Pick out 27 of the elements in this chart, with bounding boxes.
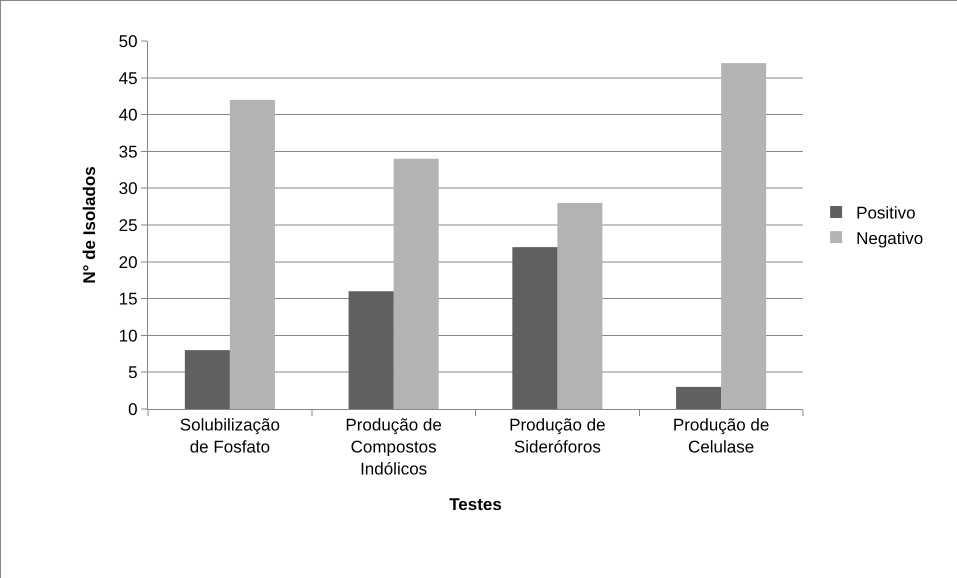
x-axis-title: Testes <box>449 495 502 514</box>
y-tick-label: 20 <box>118 252 138 272</box>
x-tick-label: Solubilização de Fosfato <box>180 415 280 456</box>
y-tick-label: 25 <box>118 216 138 235</box>
y-tick-label: 5 <box>128 363 138 382</box>
bar <box>557 202 602 409</box>
bar <box>676 386 722 409</box>
y-tick-label: 40 <box>118 106 138 125</box>
bar <box>348 291 394 409</box>
y-tick-label: 35 <box>118 142 138 162</box>
x-tick-label: Produção de Sideróforos <box>509 415 606 456</box>
bar <box>184 350 230 409</box>
x-tick-label: Produção de Celulase <box>672 415 770 456</box>
legend-label: Negativo <box>856 228 924 248</box>
bar <box>512 247 558 409</box>
x-tick-label: Produção de Compostos Indólicos <box>345 415 442 479</box>
y-tick-label: 45 <box>118 68 138 88</box>
y-tick-label: 30 <box>118 179 138 198</box>
bar <box>721 63 766 409</box>
y-axis-title: N° de Isolados <box>80 166 100 284</box>
bar <box>394 158 439 409</box>
y-tick-label: 50 <box>118 32 138 51</box>
y-tick-label: 0 <box>128 400 138 419</box>
y-tick-label: 10 <box>118 326 138 346</box>
y-tick-label: 15 <box>118 290 138 309</box>
bar <box>230 100 275 409</box>
legend-label: Positivo <box>856 204 916 223</box>
